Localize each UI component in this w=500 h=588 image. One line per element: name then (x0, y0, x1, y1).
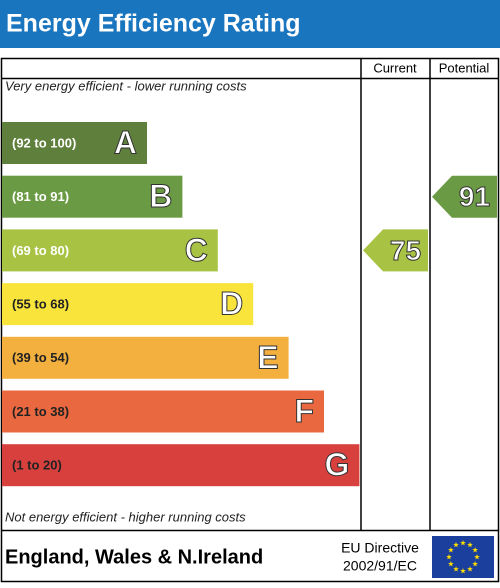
directive: EU Directive (341, 540, 419, 556)
rating-arrow (432, 175, 497, 218)
rating-value: 75 (390, 235, 421, 266)
band (2, 390, 324, 433)
star (460, 568, 466, 574)
band (2, 175, 183, 218)
band-letter: B (149, 178, 172, 214)
column-header: Potential (439, 60, 490, 75)
star (446, 554, 452, 560)
star (448, 561, 454, 567)
column-header: Current (373, 60, 417, 75)
directive: 2002/91/EC (343, 558, 417, 574)
star (453, 541, 459, 548)
star (460, 540, 466, 546)
band-range: (39 to 54) (12, 350, 69, 365)
band (2, 444, 360, 487)
band-letter: E (257, 339, 278, 375)
star (467, 541, 473, 548)
band-range: (1 to 20) (12, 458, 62, 473)
eu-stars (446, 540, 480, 574)
band-range: (81 to 91) (12, 189, 69, 204)
band-letter: D (220, 286, 243, 322)
title-bar (0, 0, 500, 48)
band-letter: C (185, 232, 208, 268)
band (2, 229, 218, 272)
band-letter: A (114, 124, 137, 160)
rating-arrow (363, 229, 428, 272)
star (472, 561, 478, 567)
star (448, 547, 454, 553)
band-range: (69 to 80) (12, 243, 69, 258)
top-note: Very energy efficient - lower running co… (5, 78, 247, 93)
band-range: (92 to 100) (12, 135, 76, 150)
band-letter: G (325, 447, 350, 483)
band-range: (21 to 38) (12, 404, 69, 419)
title: Energy Efficiency Rating (6, 10, 301, 38)
band (2, 336, 289, 379)
band-letter: F (294, 393, 314, 429)
band (2, 122, 147, 164)
star (453, 566, 459, 572)
rating-value: 91 (459, 181, 490, 212)
band-range: (55 to 68) (12, 297, 69, 312)
band (2, 283, 254, 326)
region: England, Wales & N.Ireland (5, 546, 263, 568)
bottom-note: Not energy efficient - higher running co… (5, 509, 246, 524)
star (472, 547, 478, 553)
star (467, 566, 473, 572)
star (474, 554, 480, 560)
